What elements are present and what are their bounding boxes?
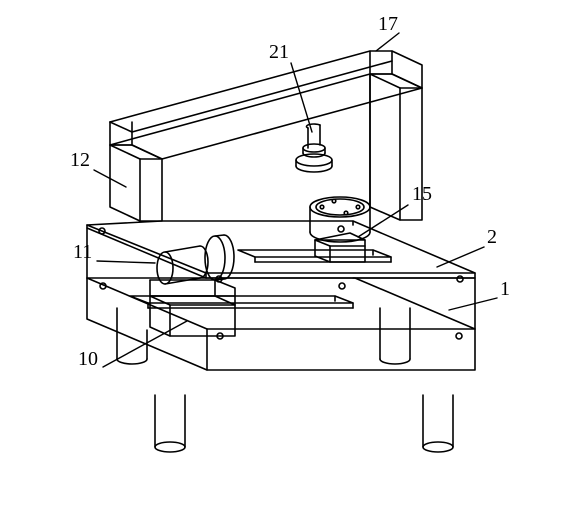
leader-17	[376, 33, 399, 51]
leader-11	[97, 261, 155, 263]
leg-rear-left	[117, 308, 147, 364]
label-12: 12	[70, 149, 90, 171]
label-11: 11	[73, 241, 92, 263]
label-10: 10	[78, 348, 98, 370]
leg-front-left	[155, 395, 185, 452]
mechanical-diagram: 17 21 12 15 11 2 1 10	[0, 0, 579, 510]
label-2: 2	[487, 226, 497, 248]
upper-deck	[87, 221, 475, 329]
label-21: 21	[269, 41, 289, 63]
portal-frame	[110, 51, 422, 221]
label-1: 1	[500, 278, 510, 300]
leader-lines	[94, 33, 497, 367]
leg-front-right	[423, 395, 453, 452]
leader-10	[103, 321, 187, 367]
leader-15	[358, 205, 408, 237]
leg-rear-right	[380, 308, 410, 364]
label-15: 15	[412, 183, 432, 205]
deck-cylinder	[310, 197, 370, 262]
press-head	[296, 124, 332, 172]
base-slab	[87, 278, 475, 370]
label-17: 17	[378, 13, 398, 35]
leader-2	[437, 247, 484, 267]
motor-cylinder	[157, 235, 234, 284]
leader-1	[449, 298, 497, 310]
